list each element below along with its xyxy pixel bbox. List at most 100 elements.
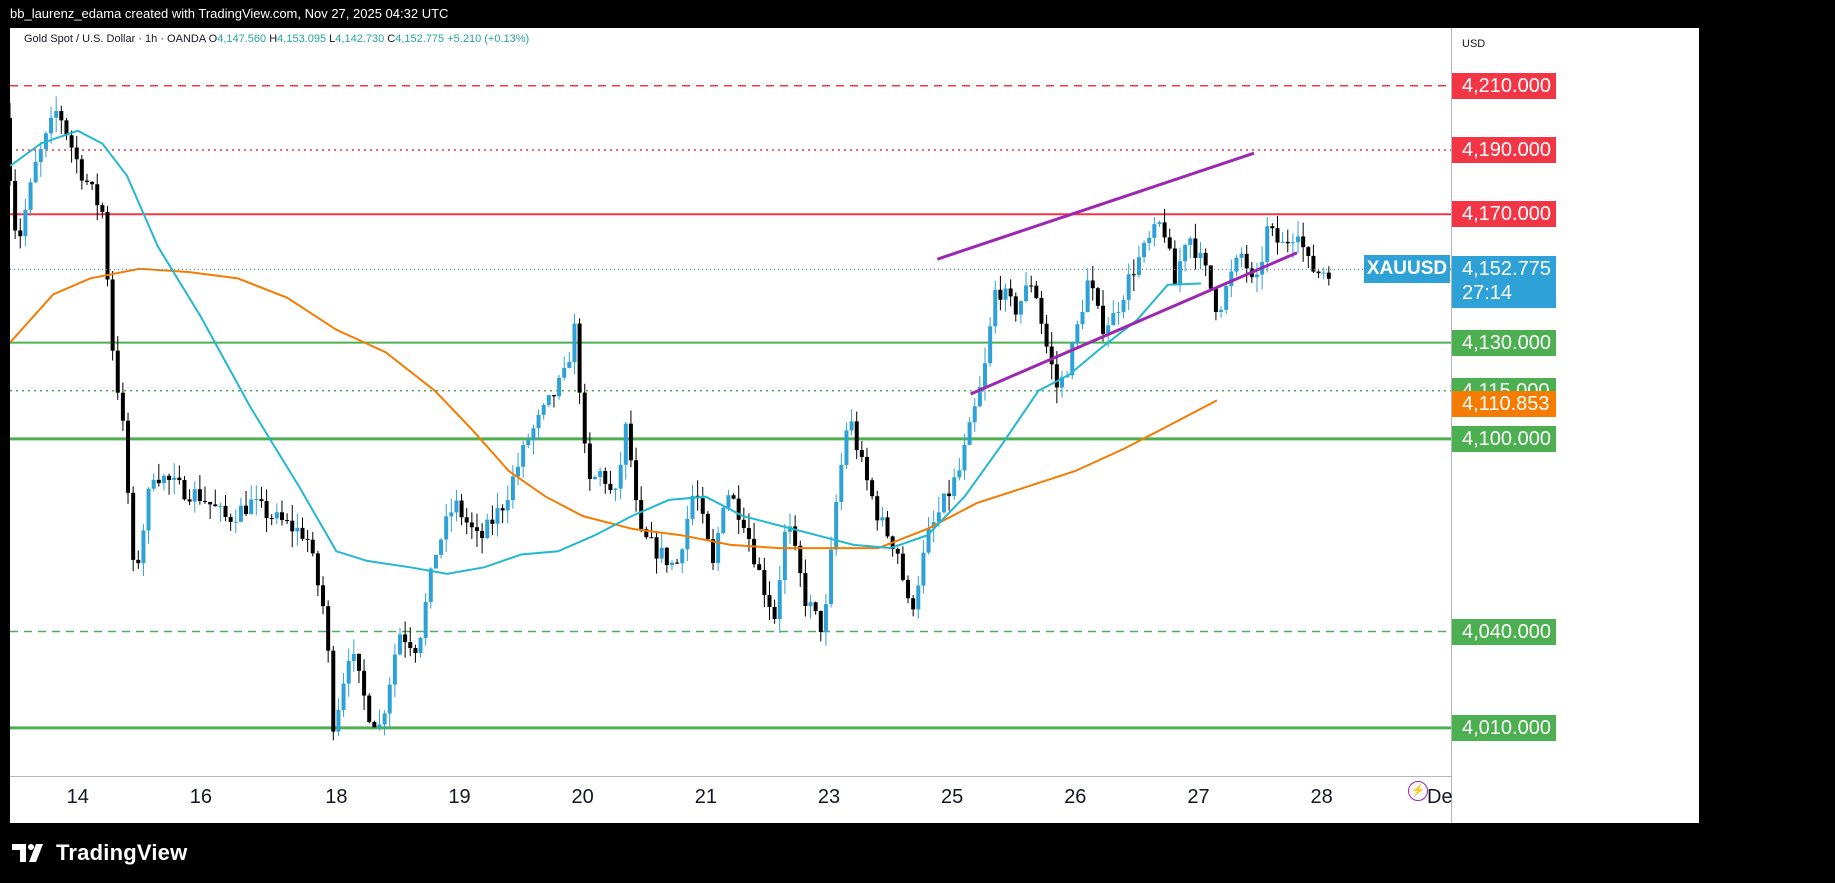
level-tag-7-label: 4,010.000 bbox=[1462, 716, 1551, 739]
candle-body-51 bbox=[269, 518, 274, 520]
candle-body-145 bbox=[752, 538, 757, 565]
candle-body-26 bbox=[141, 530, 146, 564]
candle-body-49 bbox=[259, 499, 264, 502]
candle-body-158 bbox=[818, 610, 823, 633]
candle-body-202 bbox=[1044, 323, 1049, 347]
level-tag-5[interactable]: 4,100.000 bbox=[1452, 425, 1556, 452]
candle-body-87 bbox=[454, 500, 459, 513]
candle-body-108 bbox=[562, 367, 567, 378]
candle-body-74 bbox=[387, 684, 392, 714]
candle-body-64 bbox=[336, 709, 341, 732]
level-tag-1-label: 4,190.000 bbox=[1462, 138, 1551, 161]
candle-body-248 bbox=[1280, 241, 1285, 243]
candle-body-236 bbox=[1219, 309, 1224, 312]
candle-body-126 bbox=[654, 537, 659, 559]
x-tick-2: 18 bbox=[325, 786, 347, 808]
candle-body-221 bbox=[1142, 243, 1147, 258]
candle-body-241 bbox=[1244, 253, 1249, 269]
last-price-tag[interactable]: 4,152.775 27:14 bbox=[1452, 256, 1556, 309]
candle-body-12 bbox=[69, 135, 74, 148]
candle-body-138 bbox=[716, 533, 721, 563]
candle-body-219 bbox=[1131, 274, 1136, 276]
candle-body-193 bbox=[998, 289, 1003, 300]
candle-body-249 bbox=[1285, 241, 1290, 244]
tradingview-logo[interactable]: TradingView bbox=[12, 840, 187, 866]
x-tick-4: 20 bbox=[572, 786, 594, 808]
candle-body-31 bbox=[167, 475, 172, 480]
candle-body-131 bbox=[680, 549, 685, 564]
candle-body-35 bbox=[187, 499, 192, 502]
lightning-icon[interactable]: ⚡ bbox=[1408, 781, 1428, 801]
candle-body-18 bbox=[100, 205, 105, 212]
candle-body-89 bbox=[464, 517, 469, 523]
candle-body-114 bbox=[593, 476, 598, 480]
candle-body-47 bbox=[249, 499, 254, 514]
candle-body-84 bbox=[439, 539, 444, 555]
candle-body-121 bbox=[628, 423, 633, 461]
candle-body-122 bbox=[634, 460, 639, 501]
chart-panel[interactable]: 4,220.0004,200.0004,180.0004,160.0004,08… bbox=[10, 28, 1699, 823]
candle-body-171 bbox=[885, 517, 890, 537]
chart-canvas[interactable]: 4,220.0004,200.0004,180.0004,160.0004,08… bbox=[10, 28, 1699, 823]
candle-body-86 bbox=[449, 512, 454, 517]
candle-body-160 bbox=[829, 549, 834, 605]
candle-body-60 bbox=[315, 553, 320, 586]
level-tag-6[interactable]: 4,040.000 bbox=[1452, 618, 1556, 645]
candle-body-210 bbox=[1085, 280, 1090, 313]
ma-slow-tag[interactable]: 4,110.853 bbox=[1452, 391, 1556, 418]
candle-body-214 bbox=[1106, 325, 1111, 334]
candle-body-191 bbox=[988, 326, 993, 364]
level-tag-5-label: 4,100.000 bbox=[1462, 427, 1551, 450]
candle-body-147 bbox=[762, 569, 767, 596]
candle-body-82 bbox=[428, 568, 433, 602]
legend-open-label: O bbox=[208, 33, 218, 45]
candle-body-77 bbox=[403, 634, 408, 643]
candle-body-30 bbox=[161, 475, 166, 484]
candle-body-247 bbox=[1275, 228, 1280, 243]
level-tag-2[interactable]: 4,170.000 bbox=[1452, 201, 1556, 228]
candle-body-106 bbox=[551, 395, 556, 397]
candle-body-209 bbox=[1080, 312, 1085, 325]
level-tag-0[interactable]: 4,210.000 bbox=[1452, 72, 1556, 99]
symbol-tag[interactable]: XAUUSD bbox=[1364, 255, 1450, 284]
legend-symbol[interactable]: Gold Spot / U.S. Dollar · 1h · OANDA bbox=[24, 33, 206, 45]
candle-body-173 bbox=[895, 549, 900, 554]
legend-low-label: L bbox=[329, 33, 336, 45]
candle-body-137 bbox=[711, 539, 716, 563]
currency-label[interactable]: USD bbox=[1462, 38, 1485, 50]
level-tag-0-label: 4,210.000 bbox=[1462, 74, 1551, 97]
level-tag-3[interactable]: 4,130.000 bbox=[1452, 329, 1556, 356]
candle-body-215 bbox=[1111, 312, 1116, 326]
x-tick-5: 21 bbox=[695, 786, 717, 808]
candle-body-66 bbox=[346, 660, 351, 684]
level-tag-7[interactable]: 4,010.000 bbox=[1452, 714, 1556, 741]
candle-body-42 bbox=[223, 505, 228, 517]
candle-body-220 bbox=[1136, 257, 1141, 276]
candle-body-83 bbox=[433, 554, 438, 569]
candle-body-245 bbox=[1265, 226, 1270, 263]
candle-body-162 bbox=[839, 464, 844, 502]
legend-open: 4,147.560 bbox=[217, 33, 267, 45]
candle-body-20 bbox=[110, 279, 115, 351]
candle-body-71 bbox=[372, 722, 377, 728]
candle-body-128 bbox=[664, 547, 669, 566]
candle-body-3 bbox=[23, 209, 28, 237]
candle-body-178 bbox=[921, 552, 926, 586]
candle-body-65 bbox=[341, 683, 346, 710]
candle-body-224 bbox=[1157, 222, 1162, 225]
x-tick-9: 27 bbox=[1187, 786, 1209, 808]
candle-body-37 bbox=[197, 489, 202, 501]
candle-body-203 bbox=[1049, 346, 1054, 365]
candle-body-238 bbox=[1229, 271, 1234, 287]
candle-body-103 bbox=[536, 414, 541, 429]
candle-body-23 bbox=[126, 420, 131, 493]
level-tag-1[interactable]: 4,190.000 bbox=[1452, 136, 1556, 163]
candle-body-130 bbox=[675, 562, 680, 564]
candle-body-59 bbox=[310, 539, 315, 554]
candle-body-34 bbox=[182, 480, 187, 500]
candle-body-46 bbox=[244, 505, 249, 514]
candle-body-195 bbox=[1008, 288, 1013, 297]
candle-body-99 bbox=[516, 466, 521, 477]
candle-body-29 bbox=[156, 479, 161, 484]
candle-body-88 bbox=[459, 500, 464, 518]
